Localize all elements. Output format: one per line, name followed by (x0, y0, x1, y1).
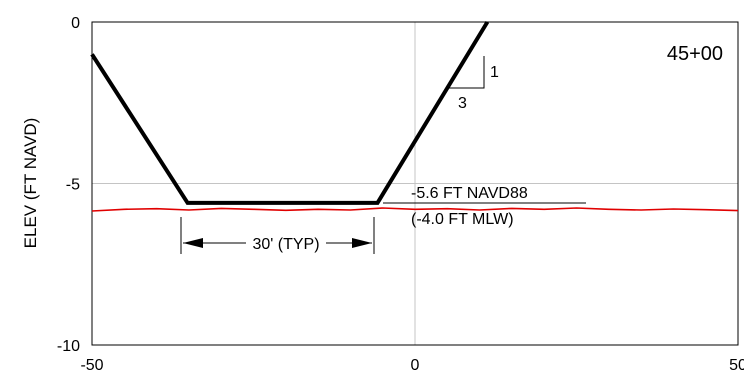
y-tick-label: 0 (71, 15, 80, 32)
elevation-callout: -5.6 FT NAVD88 (-4.0 FT MLW) (383, 185, 586, 228)
x-tick-label: 50 (729, 357, 744, 374)
grid-lines (92, 22, 738, 345)
width-dimension: 30' (TYP) (180, 217, 375, 254)
x-tick-label: 0 (411, 357, 420, 374)
slope-triangle (449, 56, 485, 89)
dimension-arrow-right (352, 238, 372, 248)
elevation-label: -5.6 FT NAVD88 (411, 185, 528, 202)
tick-labels: -50 0 50 0 -5 -10 (57, 15, 744, 374)
mlw-label: (-4.0 FT MLW) (411, 211, 514, 228)
x-tick-label: -50 (80, 357, 103, 374)
existing-ground-line (91, 207, 739, 212)
y-axis-label: ELEV (FT NAVD) (21, 118, 40, 249)
slope-run-label: 3 (458, 95, 467, 112)
slope-indicator: 1 3 (449, 56, 499, 112)
channel-template-line (90, 20, 490, 205)
station-label: 45+00 (667, 43, 723, 65)
slope-rise-label: 1 (490, 64, 499, 81)
y-tick-label: -10 (57, 338, 80, 355)
y-tick-label: -5 (66, 177, 80, 194)
width-label: 30' (TYP) (252, 236, 319, 253)
dimension-arrow-left (183, 238, 203, 248)
plot-frame (91, 21, 739, 346)
series-group (90, 20, 739, 212)
